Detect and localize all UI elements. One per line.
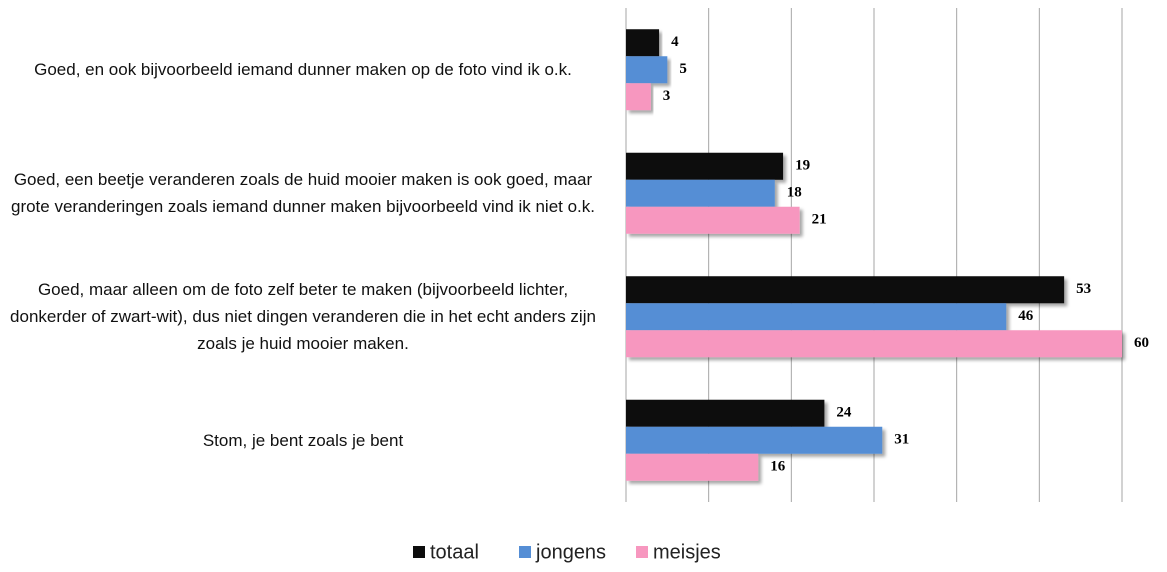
legend-label: totaal [430,541,479,563]
legend-swatch [636,546,648,558]
legend-label: jongens [535,541,606,563]
category-label: Goed, en ook bijvoorbeeld iemand dunner … [34,60,572,80]
bar [626,276,1065,304]
bar [626,56,668,84]
bar [626,179,775,207]
value-label: 4 [671,34,679,50]
bar [626,29,660,57]
legend-swatch [413,546,425,558]
bar [626,453,759,481]
legend-label: meisjes [653,541,721,563]
value-label: 24 [836,405,852,421]
category-label: Goed, maar alleen om de foto zelf beter … [10,280,596,354]
value-label: 21 [812,212,827,228]
bar [626,152,784,180]
value-label: 5 [679,61,687,77]
value-label: 18 [787,185,802,201]
value-label: 3 [663,88,671,104]
value-label: 19 [795,158,810,174]
bar [626,426,883,454]
legend-swatch [519,546,531,558]
value-label: 46 [1018,308,1033,324]
category-label: Goed, een beetje veranderen zoals de hui… [10,170,596,217]
value-label: 16 [770,459,786,475]
value-label: 60 [1134,335,1149,351]
value-label: 31 [894,432,909,448]
bar [626,303,1007,331]
bar [626,206,800,234]
bar [626,399,825,427]
value-label: 53 [1076,281,1091,297]
category-label: Stom, je bent zoals je bent [202,430,404,450]
bar [626,330,1122,358]
bar [626,83,651,111]
